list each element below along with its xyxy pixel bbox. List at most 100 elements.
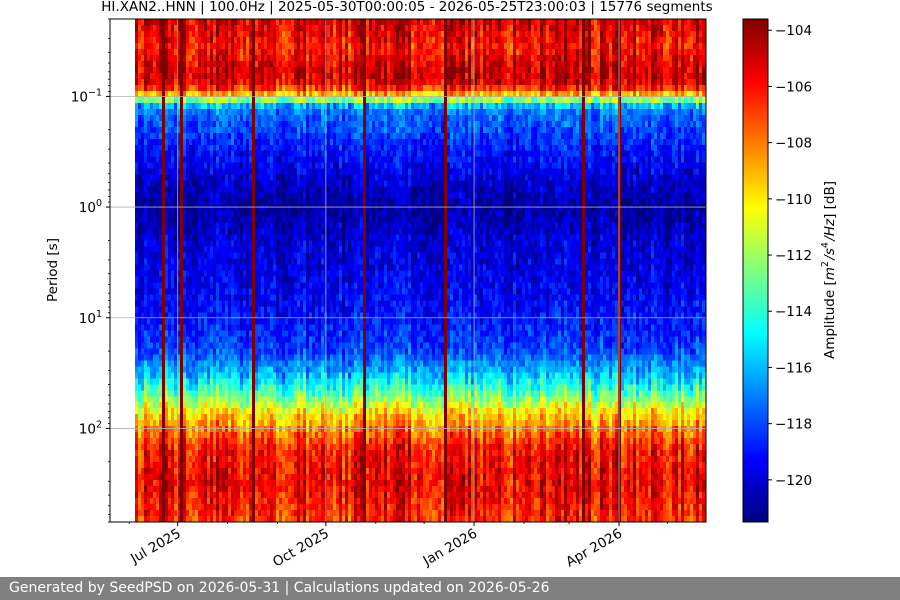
heatmap-cell [291, 168, 295, 176]
heatmap-cell [294, 486, 298, 493]
heatmap-cell [141, 66, 145, 74]
heatmap-cell [273, 120, 277, 128]
heatmap-cell [273, 318, 277, 325]
heatmap-cell [168, 258, 172, 265]
heatmap-cell [231, 186, 235, 194]
heatmap-cell [267, 84, 271, 92]
heatmap-cell [288, 408, 292, 415]
heatmap-cell [174, 336, 178, 343]
heatmap-cell [243, 222, 247, 229]
heatmap-cell [258, 48, 262, 56]
heatmap-cell [225, 348, 229, 355]
heatmap-cell [291, 456, 295, 463]
heatmap-cell [258, 168, 262, 176]
heatmap-cell [258, 282, 262, 289]
heatmap-cell [228, 192, 232, 200]
heatmap-cell [183, 444, 187, 451]
heatmap-cell [171, 102, 175, 110]
heatmap-cell [201, 60, 205, 68]
heatmap-cell [249, 48, 253, 56]
heatmap-cell [195, 324, 199, 331]
heatmap-cell [276, 414, 280, 421]
heatmap-cell [249, 42, 253, 50]
heatmap-cell [279, 372, 283, 379]
heatmap-cell [303, 258, 307, 265]
heatmap-cell [156, 498, 160, 505]
heatmap-cell [189, 456, 193, 463]
heatmap-cell [282, 348, 286, 355]
heatmap-cell [240, 348, 244, 355]
heatmap-cell [189, 198, 193, 206]
heatmap-cell [171, 192, 175, 200]
heatmap-cell [231, 324, 235, 331]
heatmap-cell [297, 228, 301, 235]
heatmap-cell [270, 474, 274, 481]
heatmap-cell [213, 126, 217, 134]
heatmap-cell [210, 168, 214, 176]
heatmap-cell [261, 474, 265, 481]
heatmap-cell [276, 354, 280, 361]
heatmap-cell [285, 426, 289, 433]
heatmap-cell [240, 492, 244, 499]
heatmap-cell [192, 312, 196, 319]
heatmap-cell [192, 294, 196, 301]
heatmap-cell [189, 324, 193, 331]
heatmap-cell [183, 198, 187, 206]
heatmap-cell [306, 240, 310, 247]
heatmap-cell [186, 408, 190, 415]
heatmap-cell [210, 150, 214, 158]
heatmap-cell [174, 246, 178, 253]
heatmap-cell [219, 414, 223, 421]
heatmap-cell [189, 240, 193, 247]
heatmap-cell [279, 36, 283, 44]
heatmap-cell [234, 24, 238, 32]
heatmap-cell [156, 504, 160, 511]
heatmap-cell [312, 84, 316, 92]
heatmap-cell [246, 54, 250, 62]
heatmap-cell [237, 42, 241, 50]
heatmap-cell [276, 204, 280, 212]
heatmap-cell [291, 30, 295, 38]
heatmap-cell [300, 264, 304, 271]
heatmap-cell [240, 366, 244, 373]
heatmap-cell [171, 354, 175, 361]
heatmap-cell [228, 396, 232, 403]
heatmap-cell [252, 180, 256, 188]
heatmap-cell [297, 426, 301, 433]
heatmap-cell [201, 318, 205, 325]
heatmap-cell [138, 408, 142, 415]
heatmap-cell [138, 222, 142, 229]
heatmap-cell [216, 204, 220, 212]
heatmap-cell [156, 114, 160, 122]
heatmap-cell [156, 294, 160, 301]
heatmap-cell [240, 312, 244, 319]
heatmap-cell [147, 354, 151, 361]
heatmap-cell [267, 174, 271, 182]
heatmap-cell [192, 504, 196, 511]
heatmap-cell [288, 396, 292, 403]
heatmap-cell [210, 156, 214, 164]
heatmap-cell [174, 396, 178, 403]
heatmap-cell [231, 492, 235, 499]
heatmap-cell [270, 204, 274, 212]
heatmap-cell [219, 300, 223, 307]
heatmap-cell [156, 48, 160, 56]
heatmap-cell [225, 294, 229, 301]
heatmap-cell [255, 264, 259, 271]
heatmap-cell [279, 306, 283, 313]
heatmap-cell [258, 414, 262, 421]
heatmap-cell [138, 126, 142, 134]
heatmap-cell [174, 372, 178, 379]
heatmap-cell [237, 78, 241, 86]
heatmap-cell [183, 90, 187, 98]
heatmap-cell [219, 516, 223, 522]
heatmap-cell [180, 516, 184, 522]
heatmap-cell [180, 19, 184, 26]
heatmap-cell [201, 240, 205, 247]
heatmap-cell [270, 330, 274, 337]
heatmap-cell [216, 486, 220, 493]
heatmap-cell [237, 258, 241, 265]
heatmap-cell [297, 24, 301, 32]
heatmap-cell [306, 186, 310, 194]
heatmap-cell [165, 342, 169, 349]
